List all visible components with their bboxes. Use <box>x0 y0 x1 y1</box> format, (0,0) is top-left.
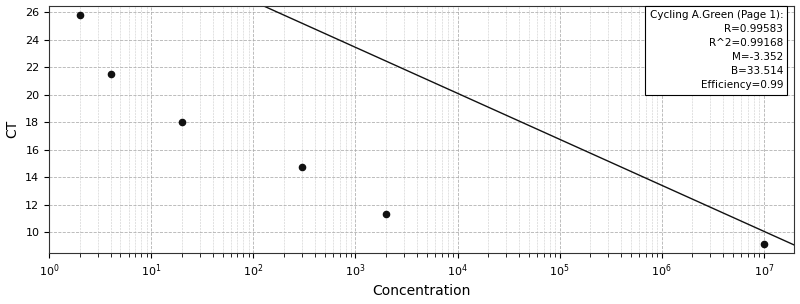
Point <box>74 13 86 18</box>
Point <box>296 165 309 170</box>
Point <box>380 212 393 216</box>
Point <box>175 120 188 125</box>
Point <box>104 72 117 77</box>
Y-axis label: CT: CT <box>6 120 19 138</box>
X-axis label: Concentration: Concentration <box>373 285 471 299</box>
Point <box>758 242 770 247</box>
Text: Cycling A.Green (Page 1):
R=0.99583
R^2=0.99168
M=-3.352
B=33.514
Efficiency=0.9: Cycling A.Green (Page 1): R=0.99583 R^2=… <box>650 11 783 91</box>
